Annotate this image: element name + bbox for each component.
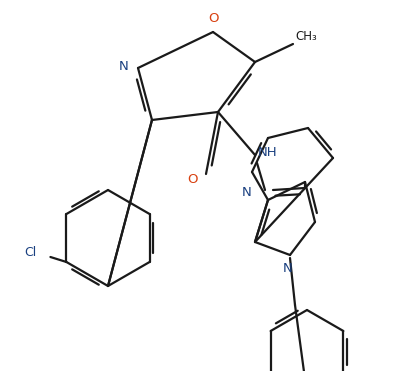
Text: O: O bbox=[187, 173, 197, 186]
Text: O: O bbox=[208, 12, 218, 24]
Text: N: N bbox=[283, 262, 293, 275]
Text: Cl: Cl bbox=[24, 246, 36, 259]
Text: NH: NH bbox=[258, 145, 278, 158]
Text: N: N bbox=[242, 186, 252, 198]
Text: CH₃: CH₃ bbox=[295, 30, 317, 43]
Text: N: N bbox=[119, 59, 129, 72]
